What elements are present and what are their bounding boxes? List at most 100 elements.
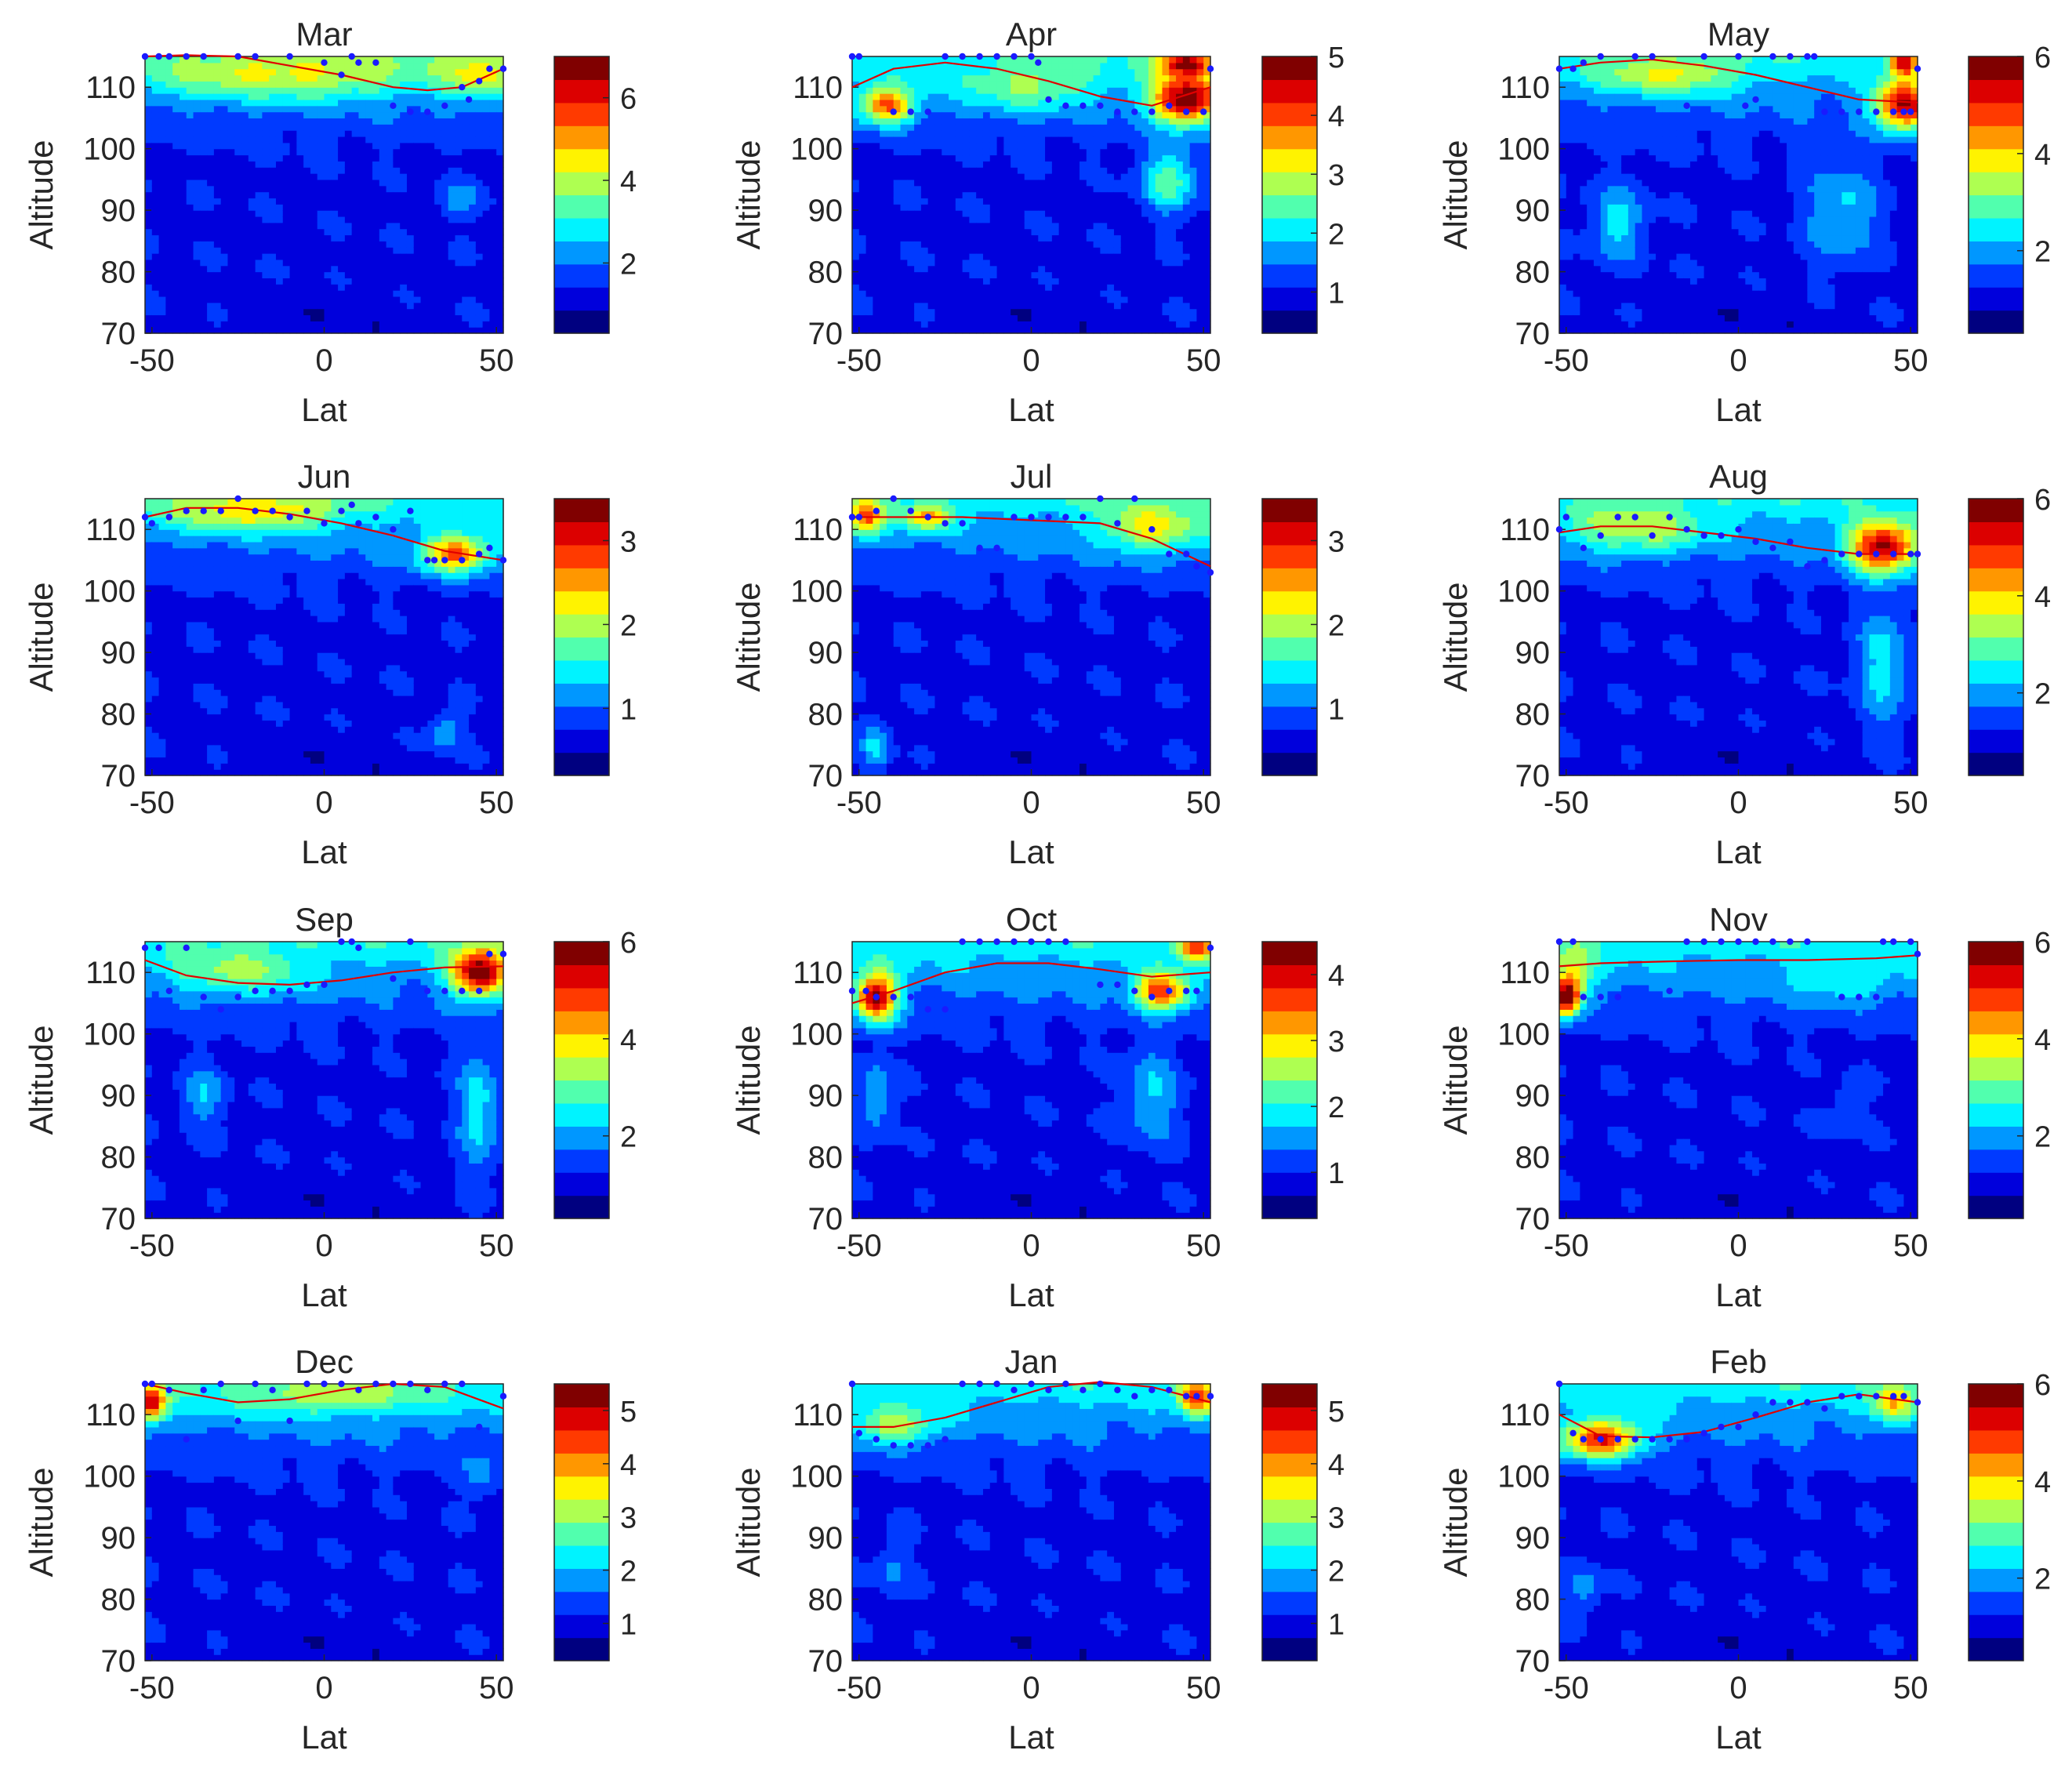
contour-cell: [351, 111, 360, 119]
contour-cell: [1107, 265, 1115, 273]
contour-cell: [1203, 111, 1211, 119]
contour-cell: [1127, 136, 1135, 143]
contour-cell: [955, 124, 963, 131]
contour-cell: [289, 302, 297, 310]
contour-cell: [379, 290, 387, 297]
contour-cell: [1113, 87, 1122, 94]
contour-cell: [976, 142, 984, 150]
contour-cell: [379, 167, 387, 174]
contour-cell: [1024, 161, 1032, 168]
contour-cell: [248, 167, 256, 174]
contour-cell: [145, 118, 153, 125]
contour-cell: [379, 241, 387, 248]
contour-cell: [282, 154, 291, 162]
contour-cell: [145, 74, 153, 82]
contour-cell: [1093, 56, 1101, 64]
contour-cell: [282, 56, 291, 64]
contour-cell: [989, 247, 998, 254]
contour-cell: [469, 111, 477, 119]
contour-cell: [949, 216, 956, 223]
contour-cell: [1093, 173, 1101, 180]
contour-cell: [213, 167, 222, 174]
contour-cell: [441, 302, 449, 310]
contour-cell: [886, 204, 894, 211]
contour-cell: [351, 278, 360, 285]
contour-cell: [475, 154, 484, 162]
contour-cell: [1003, 290, 1011, 297]
contour-cell: [1169, 314, 1177, 321]
contour-cell: [1203, 62, 1211, 70]
contour-cell: [1162, 124, 1170, 131]
contour-cell: [942, 111, 949, 119]
contour-cell: [996, 271, 1004, 278]
contour-cell: [165, 136, 173, 143]
contour-cell: [1011, 81, 1018, 88]
contour-cell: [1169, 81, 1177, 88]
contour-cell: [1113, 148, 1122, 156]
contour-cell: [996, 111, 1004, 119]
contour-cell: [262, 321, 270, 328]
contour-cell: [234, 87, 242, 94]
contour-cell: [1072, 173, 1080, 180]
contour-cell: [275, 253, 284, 260]
contour-cell: [1196, 271, 1204, 278]
contour-cell: [1045, 111, 1053, 119]
contour-cell: [1072, 167, 1080, 174]
contour-cell: [1011, 111, 1018, 119]
contour-cell: [234, 93, 242, 100]
contour-cell: [996, 167, 1004, 174]
contour-cell: [234, 271, 242, 278]
y-tick-label: 110: [793, 71, 843, 105]
contour-cell: [962, 284, 971, 291]
contour-cell: [317, 124, 325, 131]
contour-cell: [1072, 321, 1080, 328]
contour-cell: [482, 118, 491, 125]
contour-cell: [344, 136, 353, 143]
contour-cell: [462, 124, 470, 131]
contour-cell: [858, 271, 867, 278]
contour-cell: [1162, 204, 1170, 211]
contour-cell: [234, 142, 242, 150]
contour-cell: [1182, 228, 1191, 236]
contour-cell: [920, 99, 929, 107]
contour-cell: [1086, 314, 1094, 321]
contour-cell: [324, 314, 332, 321]
contour-cell: [186, 278, 194, 285]
contour-cell: [1127, 198, 1135, 205]
contour-cell: [852, 105, 860, 113]
contour-cell: [441, 327, 449, 334]
contour-cell: [1045, 278, 1053, 285]
contour-cell: [393, 296, 401, 303]
contour-cell: [976, 105, 984, 113]
contour-cell: [227, 111, 235, 119]
contour-cell: [145, 278, 153, 285]
contour-cell: [1100, 204, 1108, 211]
contour-cell: [234, 81, 242, 88]
contour-cell: [165, 265, 173, 273]
contour-cell: [1176, 56, 1184, 64]
contour-cell: [880, 259, 887, 267]
contour-cell: [1093, 62, 1101, 70]
contour-cell: [358, 308, 366, 316]
colorbar-band: [554, 79, 609, 103]
contour-cell: [406, 74, 415, 82]
contour-cell: [1141, 284, 1149, 291]
contour-cell: [962, 191, 971, 199]
contour-cell: [1017, 185, 1025, 193]
contour-cell: [1093, 327, 1101, 334]
contour-cell: [1189, 210, 1198, 217]
contour-cell: [1566, 265, 1574, 273]
contour-cell: [269, 111, 277, 119]
contour-cell: [441, 265, 449, 273]
contour-cell: [469, 290, 477, 297]
contour-cell: [865, 111, 873, 119]
contour-cell: [151, 290, 160, 297]
contour-cell: [379, 321, 387, 328]
contour-cell: [942, 265, 949, 273]
contour-cell: [1573, 74, 1580, 82]
contour-cell: [275, 247, 284, 254]
contour-cell: [1155, 74, 1163, 82]
contour-cell: [1169, 247, 1177, 254]
contour-cell: [386, 216, 394, 223]
contour-cell: [434, 308, 442, 316]
